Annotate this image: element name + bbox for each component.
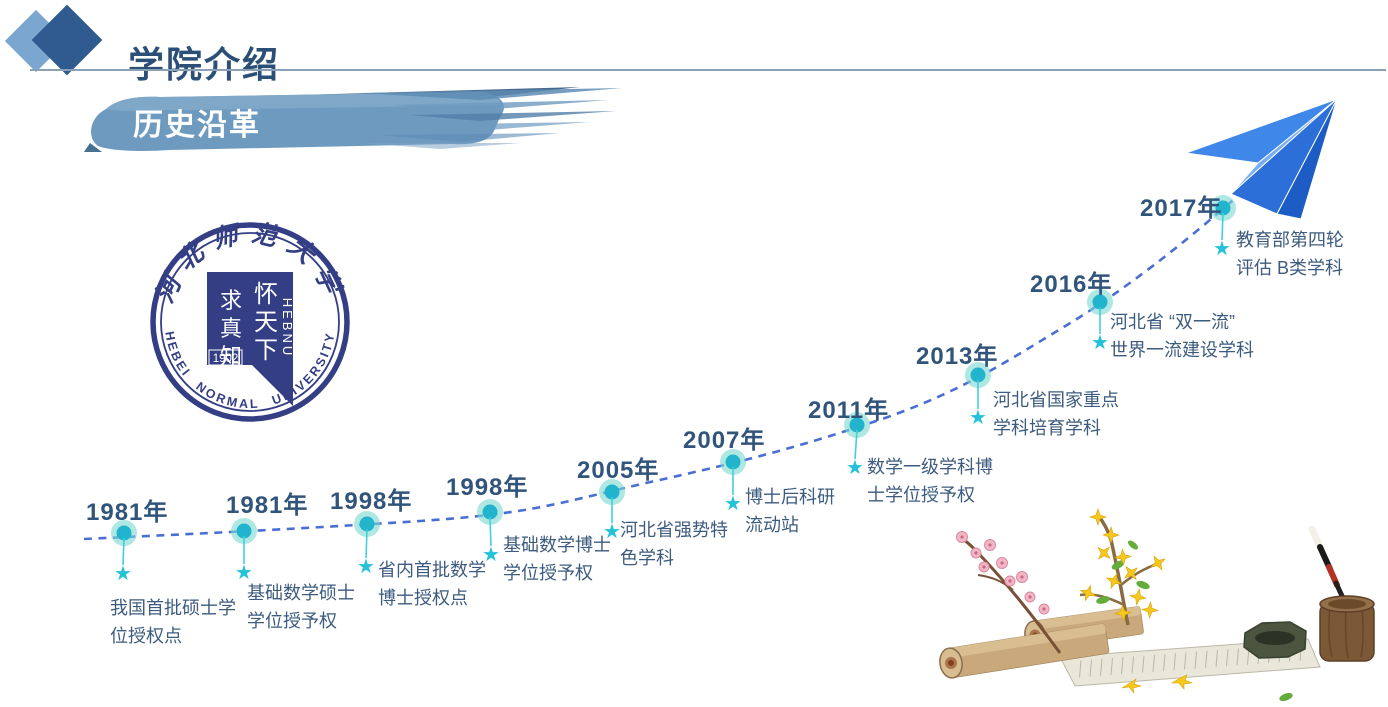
- milestone-year: 2013年: [916, 343, 999, 370]
- svg-text:下: 下: [254, 336, 278, 364]
- milestone-year: 2017年: [1140, 195, 1223, 222]
- timeline-dot: [116, 525, 132, 541]
- milestone-description: 河北省国家重点 学科培育学科: [993, 390, 1119, 438]
- milestone-year: 2011年: [808, 397, 890, 424]
- milestone-description: 河北省 “双一流” 世界一流建设学科: [1110, 312, 1254, 360]
- milestone-description: 基础数学硕士 学位授予权: [247, 583, 355, 631]
- forsythia-branch: [1079, 508, 1166, 626]
- calligraphy-still-life-decoration: [939, 508, 1375, 702]
- star-icon: ★: [357, 556, 375, 578]
- milestone-description: 河北省强势特 色学科: [620, 520, 728, 568]
- logo-founding-year: 1902: [213, 353, 239, 365]
- plum-blossom-branch: [956, 531, 1062, 654]
- section-badge-label: 历史沿革: [133, 109, 261, 142]
- milestone-connector: [854, 429, 858, 460]
- milestone-connector: [489, 516, 492, 547]
- timeline-dot-halo: [231, 518, 257, 544]
- star-icon: ★: [114, 563, 132, 585]
- star-icon: ★: [482, 544, 500, 566]
- milestone-year: 1981年: [86, 499, 169, 526]
- fallen-petals: [1121, 674, 1293, 702]
- inkstone: [1243, 621, 1307, 659]
- milestone-year: 1998年: [330, 488, 413, 515]
- svg-text:求: 求: [220, 289, 242, 314]
- milestone-year: 2005年: [577, 457, 660, 484]
- milestone-connector: [365, 528, 368, 559]
- svg-text:真: 真: [220, 317, 242, 342]
- milestone-description: 教育部第四轮 评估 B类学科: [1236, 230, 1344, 278]
- star-icon: ★: [846, 457, 864, 479]
- rolled-scroll: [939, 623, 1110, 679]
- timeline-dot-halo: [477, 499, 503, 525]
- star-icon: ★: [235, 562, 253, 584]
- star-icon: ★: [1213, 238, 1231, 260]
- milestone-connector: [122, 537, 125, 566]
- brush-pot: [1308, 525, 1375, 662]
- milestone-year: 1981年: [226, 492, 309, 519]
- milestone-year: 2016年: [1030, 271, 1113, 298]
- timeline-dot: [236, 523, 252, 539]
- milestone-description: 博士后科研 流动站: [745, 487, 835, 535]
- svg-text:怀: 怀: [254, 280, 278, 308]
- svg-text:天: 天: [254, 308, 278, 336]
- star-icon: ★: [724, 493, 742, 515]
- timeline-dot: [725, 454, 741, 470]
- timeline-dot: [482, 504, 498, 520]
- milestone-description: 省内首批数学 博士授权点: [378, 560, 486, 608]
- star-icon: ★: [603, 521, 621, 543]
- milestone-description: 我国首批硕士学 位授权点: [110, 598, 236, 646]
- star-icon: ★: [1091, 332, 1109, 354]
- logo-abbr: HEBNU: [280, 298, 295, 359]
- milestone-year: 2007年: [683, 427, 766, 454]
- brush-stroke-banner: [84, 87, 622, 152]
- timeline-dot: [604, 484, 620, 500]
- page-title: 学院介绍: [128, 44, 281, 86]
- star-icon: ★: [969, 407, 987, 429]
- header-divider: [30, 69, 1386, 71]
- milestone-year: 1998年: [446, 474, 529, 501]
- milestone-description: 基础数学博士 学位授予权: [503, 535, 611, 583]
- timeline-dot: [359, 516, 375, 532]
- milestone-description: 数学一级学科博 士学位授予权: [867, 457, 993, 505]
